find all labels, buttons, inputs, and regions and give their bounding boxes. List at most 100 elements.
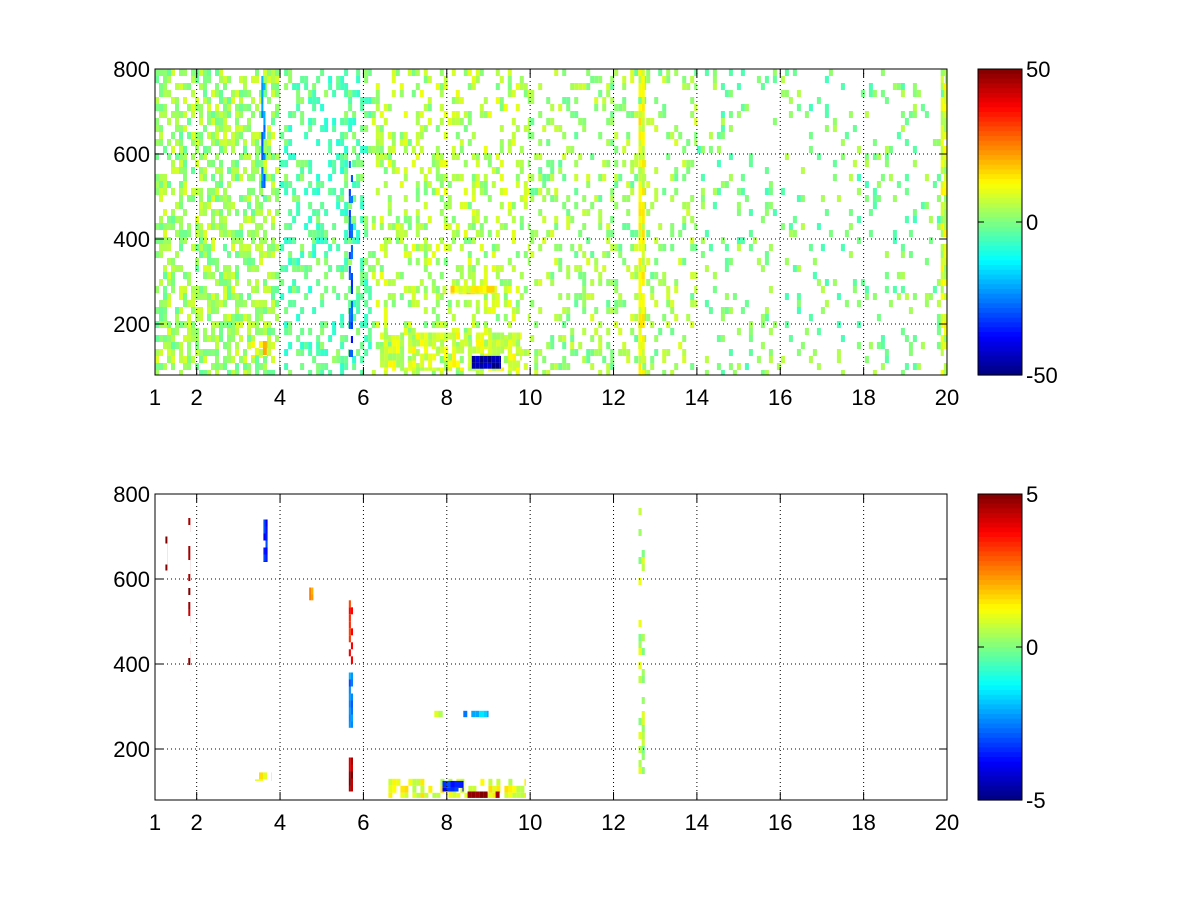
top-heatmap-cell bbox=[582, 251, 587, 258]
top-heatmap-cell bbox=[255, 300, 259, 307]
top-heatmap-cell bbox=[634, 153, 639, 160]
top-heatmap-cell bbox=[582, 307, 587, 314]
top-heatmap-cell bbox=[570, 111, 575, 118]
top-heatmap-cell bbox=[344, 90, 349, 97]
top-heatmap-cell bbox=[155, 363, 159, 370]
top-heatmap-cell bbox=[487, 195, 492, 202]
bot-heatmap-cell bbox=[416, 792, 421, 798]
top-heatmap-cell bbox=[760, 370, 765, 375]
top-heatmap-cell bbox=[582, 83, 587, 90]
top-heatmap-cell bbox=[292, 195, 297, 202]
top-heatmap-cell bbox=[796, 349, 801, 356]
top-heatmap-cell bbox=[223, 223, 227, 230]
top-heatmap-cell bbox=[300, 76, 305, 83]
top-heatmap-cell bbox=[483, 153, 488, 160]
top-heatmap-cell bbox=[320, 230, 325, 237]
top-heatmap-cell bbox=[263, 300, 267, 307]
top-heatmap-cell bbox=[896, 293, 901, 300]
top-heatmap-cell bbox=[296, 83, 301, 90]
top-heatmap-cell bbox=[203, 237, 207, 244]
top-heatmap-cell bbox=[391, 76, 396, 83]
bot-colorbar-swatch bbox=[978, 565, 1022, 572]
top-heatmap-cell bbox=[415, 223, 420, 230]
top-heatmap-cell bbox=[312, 209, 317, 216]
top-heatmap-cell bbox=[324, 118, 329, 125]
bot-heatmap-cell bbox=[265, 526, 268, 534]
top-heatmap-cell bbox=[187, 328, 191, 335]
top-heatmap-cell bbox=[736, 244, 741, 251]
top-heatmap-cell bbox=[215, 279, 219, 286]
top-heatmap-cell bbox=[379, 132, 384, 139]
top-heatmap-cell bbox=[610, 188, 615, 195]
top-heatmap-cell bbox=[412, 353, 417, 361]
bot-heatmap-cell bbox=[265, 540, 268, 548]
top-heatmap-cell bbox=[415, 363, 420, 370]
top-heatmap-cell bbox=[187, 335, 191, 342]
top-heatmap-cell bbox=[155, 174, 159, 181]
top-heatmap-cell bbox=[638, 286, 642, 293]
top-heatmap-cell bbox=[475, 370, 480, 375]
top-heatmap-cell bbox=[400, 360, 405, 368]
top-heatmap-cell bbox=[824, 76, 829, 83]
top-heatmap-cell bbox=[646, 118, 651, 125]
top-heatmap-cell bbox=[383, 321, 388, 328]
top-heatmap-cell bbox=[690, 195, 695, 202]
bot-colorbar-swatch bbox=[978, 589, 1022, 596]
top-heatmap-cell bbox=[239, 356, 243, 363]
top-heatmap-cell bbox=[494, 285, 497, 293]
top-heatmap-cell bbox=[712, 76, 717, 83]
top-heatmap-cell bbox=[223, 363, 227, 370]
top-heatmap-cell bbox=[159, 69, 163, 76]
top-heatmap-cell bbox=[507, 286, 512, 293]
top-heatmap-cell bbox=[171, 132, 175, 139]
top-heatmap-cell bbox=[574, 293, 579, 300]
top-heatmap-cell bbox=[235, 251, 239, 258]
top-heatmap-cell bbox=[748, 244, 753, 251]
top-heatmap-cell bbox=[554, 223, 559, 230]
bot-heatmap-cell bbox=[524, 792, 526, 798]
top-heatmap-cell bbox=[231, 314, 235, 321]
top-heatmap-cell bbox=[542, 356, 547, 363]
top-heatmap-cell bbox=[275, 300, 279, 307]
top-heatmap-cell bbox=[352, 314, 357, 321]
top-heatmap-cell bbox=[348, 252, 351, 259]
top-heatmap-cell bbox=[704, 265, 709, 272]
bot-heatmap-cell bbox=[638, 732, 642, 739]
bot-heatmap-cell bbox=[638, 578, 642, 585]
bot-colorbar-swatch bbox=[978, 508, 1022, 514]
top-colorbar-swatch bbox=[978, 250, 1022, 257]
top-colorbar-swatch bbox=[978, 202, 1022, 209]
top-heatmap-cell bbox=[167, 118, 171, 125]
top-heatmap-cell bbox=[626, 111, 631, 118]
top-heatmap-cell bbox=[566, 97, 571, 104]
top-heatmap-cell bbox=[356, 307, 361, 314]
top-heatmap-cell bbox=[340, 132, 345, 139]
top-heatmap-cell bbox=[259, 209, 263, 216]
top-heatmap-cell bbox=[443, 83, 448, 90]
top-heatmap-cell bbox=[443, 202, 448, 209]
top-heatmap-cell bbox=[760, 321, 765, 328]
top-heatmap-cell bbox=[344, 293, 349, 300]
top-heatmap-cell bbox=[247, 174, 251, 181]
top-heatmap-cell bbox=[562, 335, 567, 342]
top-heatmap-cell bbox=[175, 314, 179, 321]
bot-colorbar-swatch bbox=[978, 694, 1022, 701]
top-heatmap-cell bbox=[641, 356, 645, 363]
top-heatmap-cell bbox=[388, 346, 393, 354]
top-heatmap-cell bbox=[251, 216, 255, 223]
top-heatmap-cell bbox=[764, 209, 769, 216]
top-heatmap-cell bbox=[411, 335, 416, 342]
top-heatmap-cell bbox=[336, 195, 341, 202]
top-heatmap-cell bbox=[261, 174, 264, 181]
top-heatmap-cell bbox=[439, 209, 444, 216]
top-heatmap-cell bbox=[626, 132, 631, 139]
top-colorbar-swatch bbox=[978, 355, 1022, 362]
top-heatmap-cell bbox=[175, 125, 179, 132]
top-heatmap-cell bbox=[788, 230, 793, 237]
top-heatmap-cell bbox=[211, 237, 215, 244]
top-heatmap-cell bbox=[183, 237, 187, 244]
top-heatmap-cell bbox=[255, 279, 259, 286]
top-heatmap-cell bbox=[235, 167, 239, 174]
top-y-tick-label: 600 bbox=[113, 142, 150, 167]
top-heatmap-cell bbox=[427, 216, 432, 223]
